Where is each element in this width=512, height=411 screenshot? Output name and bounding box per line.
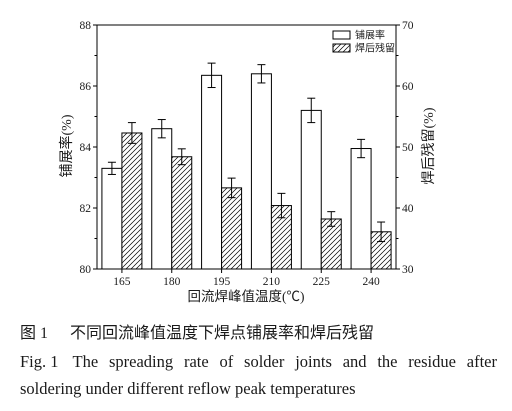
y-tick-label-right: 70	[402, 20, 414, 32]
y-axis-title-right: 焊后残留(%)	[421, 107, 437, 184]
legend-swatch-spreading-rate	[332, 30, 351, 40]
figure-label-en: Fig. 1	[20, 352, 59, 371]
x-tick-label-180: 180	[163, 276, 181, 288]
spreading-rate-error-bar-180	[157, 119, 166, 139]
y-tick-label-left: 84	[80, 142, 92, 154]
figure-caption-en-text-1: The spreading rate of solder joints and …	[72, 352, 497, 371]
y-tick-label-right: 60	[402, 81, 414, 93]
y-tick-label-right: 40	[402, 203, 414, 215]
figure-caption-en-line2: soldering under different reflow peak te…	[20, 379, 356, 399]
y-tick-label-left: 86	[80, 81, 92, 93]
spreading-rate-bar-165	[101, 167, 123, 270]
y-tick-label-right: 50	[402, 142, 414, 154]
bar-marks	[101, 62, 392, 270]
x-tick-label-165: 165	[113, 276, 131, 288]
figure-caption-cn-text: 不同回流峰值温度下焊点铺展率和焊后残留	[70, 325, 375, 342]
residue-error-bar-210	[277, 192, 286, 219]
residue-error-bar-165	[127, 122, 136, 144]
y-tick-label-left: 82	[80, 203, 92, 215]
y-axis-title-left: 铺展率(%)	[58, 114, 75, 177]
residue-error-bar-240	[377, 221, 386, 243]
spreading-rate-bar-225	[300, 109, 322, 270]
figure-caption-en-line1: Fig. 1 The spreading rate of solder joint…	[20, 352, 497, 372]
residue-error-bar-180	[177, 148, 186, 166]
spreading-rate-error-bar-240	[357, 138, 366, 159]
legend: 铺展率 焊后残留	[332, 29, 395, 55]
spreading-rate-error-bar-225	[307, 97, 316, 124]
x-tick-label-195: 195	[213, 276, 231, 288]
legend-label-residue: 焊后残留	[355, 42, 395, 55]
spreading-rate-error-bar-210	[257, 64, 266, 84]
chart: 80 82 84 86 88 30 40 50 60 70 165 180 195 210 225 240 铺…	[58, 20, 437, 304]
residue-bar-165	[121, 132, 143, 270]
legend-label-spreading-rate: 铺展率	[355, 29, 385, 42]
residue-error-bar-225	[327, 211, 336, 227]
y-tick-label-left: 80	[80, 264, 92, 276]
spreading-rate-bar-195	[201, 74, 223, 270]
x-tick-label-225: 225	[313, 276, 331, 288]
legend-swatch-residue	[332, 43, 351, 53]
spreading-rate-error-bar-195	[207, 62, 216, 89]
y-tick-label-left: 88	[80, 20, 92, 32]
residue-bar-195	[221, 187, 243, 270]
spreading-rate-error-bar-165	[107, 161, 116, 175]
figure-label-cn: 图 1	[20, 325, 49, 342]
x-axis-title: 回流焊峰值温度(℃)	[188, 289, 305, 304]
spreading-rate-bar-180	[151, 128, 173, 270]
y-tick-label-right: 30	[402, 264, 414, 276]
figure-caption-cn: 图 1 不同回流峰值温度下焊点铺展率和焊后残留	[20, 324, 374, 344]
x-tick-label-210: 210	[263, 276, 281, 288]
spreading-rate-series	[101, 62, 372, 270]
x-tick-label-240: 240	[362, 276, 380, 288]
residue-bar-180	[171, 156, 193, 270]
residue-error-bar-195	[227, 177, 236, 199]
spreading-rate-bar-210	[250, 73, 272, 270]
axes: 80 82 84 86 88 30 40 50 60 70 165 180 195 210 225 240	[80, 20, 414, 288]
figure-caption-en-text-2: soldering under different reflow peak te…	[20, 379, 356, 398]
legend-item-spreading-rate: 铺展率	[332, 29, 385, 42]
legend-item-residue: 焊后残留	[332, 42, 395, 55]
spreading-rate-bar-240	[350, 148, 372, 270]
